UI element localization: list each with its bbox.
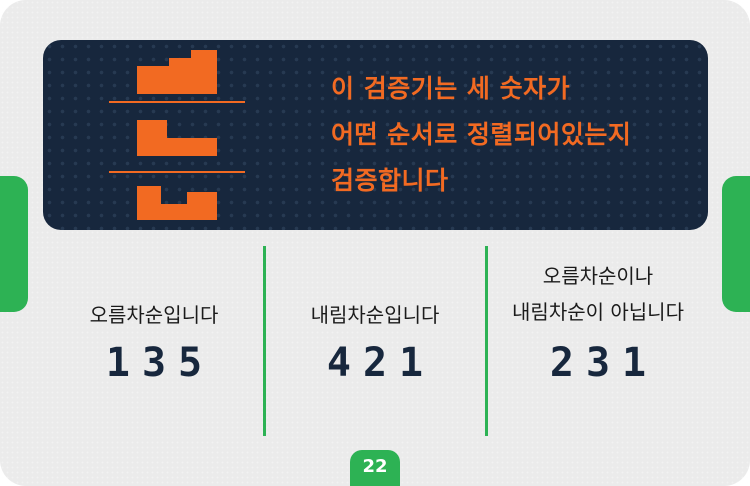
right-side-tab <box>722 176 750 312</box>
panel-description: 이 검증기는 세 숫자가 어떤 순서로 정렬되어있는지 검증합니다 <box>331 66 631 204</box>
panel-line-2: 어떤 순서로 정렬되어있는지 <box>331 120 632 149</box>
descending-label: 내림차순입니다 <box>310 303 440 327</box>
unsorted-label-line-1: 오름차순이나 <box>542 264 654 288</box>
ascending-label: 오름차순입니다 <box>89 303 219 327</box>
column-divider-2 <box>485 246 488 436</box>
header-panel: 이 검증기는 세 숫자가 어떤 순서로 정렬되어있는지 검증합니다 <box>43 40 708 230</box>
column-divider-1 <box>263 246 266 436</box>
descending-card: 내림차순입니다 421 <box>265 246 485 436</box>
panel-line-1: 이 검증기는 세 숫자가 <box>331 74 571 103</box>
panel-line-3: 검증합니다 <box>331 166 449 195</box>
ascending-value: 135 <box>105 340 215 386</box>
page-number-badge: 22 <box>350 450 400 486</box>
left-side-tab <box>0 176 28 312</box>
unsorted-value: 231 <box>549 340 659 386</box>
ascending-card: 오름차순입니다 135 <box>44 246 264 436</box>
unsorted-label-line-2: 내림차순이 아닙니다 <box>512 300 684 324</box>
unsorted-card: 오름차순이나 내림차순이 아닙니다 231 <box>488 246 708 436</box>
ascending-steps-logo-icon <box>109 50 245 220</box>
descending-value: 421 <box>326 340 436 386</box>
